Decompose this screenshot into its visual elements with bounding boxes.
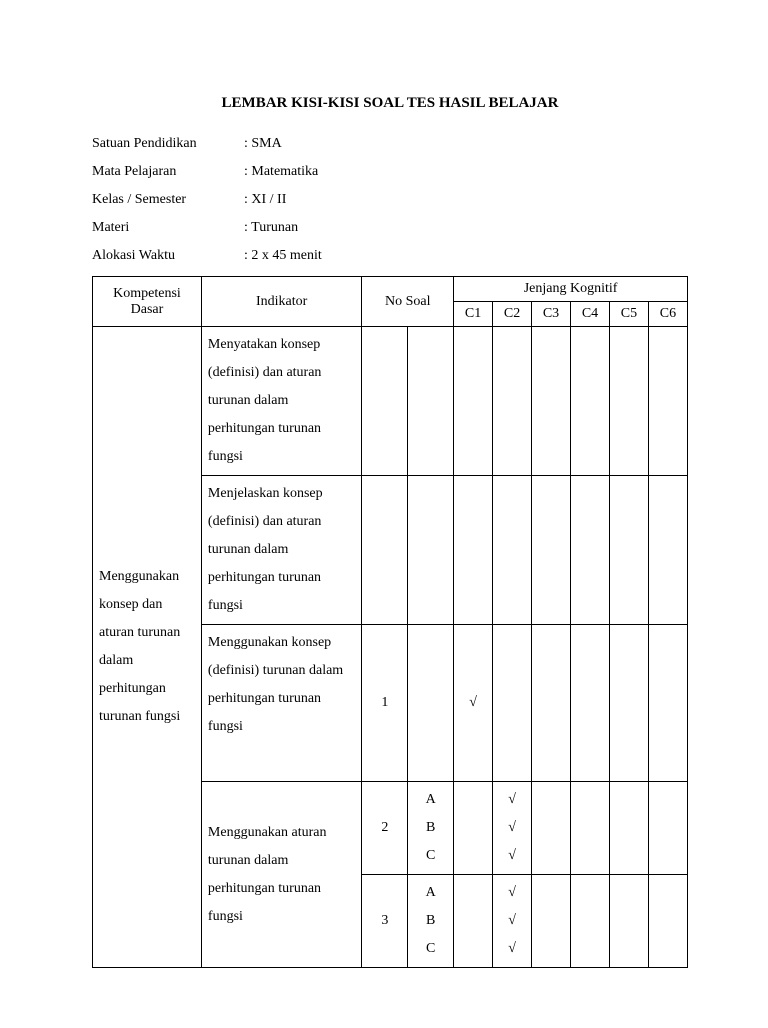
cell-no — [362, 476, 408, 625]
cell-c6 — [648, 327, 687, 476]
cell-c6 — [648, 875, 687, 968]
cell-no: 2 — [362, 782, 408, 875]
col-header-jenjang: Jenjang Kognitif — [454, 277, 688, 302]
col-header-c5: C5 — [609, 302, 648, 327]
cell-c5 — [609, 625, 648, 782]
meta-label: Materi — [92, 214, 244, 242]
cell-c6 — [648, 476, 687, 625]
cell-c1 — [454, 875, 493, 968]
meta-value: : SMA — [244, 130, 688, 158]
cell-c1 — [454, 476, 493, 625]
cell-c2 — [493, 327, 532, 476]
cell-c5 — [609, 327, 648, 476]
cell-sub — [408, 327, 454, 476]
cell-c3 — [532, 476, 571, 625]
col-header-kd: Kompetensi Dasar — [93, 277, 202, 327]
cell-sub: ABC — [408, 782, 454, 875]
cell-indikator: Menggunakan aturan turunan dalam perhitu… — [201, 782, 362, 968]
cell-c1 — [454, 327, 493, 476]
cell-indikator: Menggunakan konsep (definisi) turunan da… — [201, 625, 362, 782]
cell-no — [362, 327, 408, 476]
cell-c5 — [609, 875, 648, 968]
col-header-c4: C4 — [571, 302, 610, 327]
meta-row-kelas: Kelas / Semester : XI / II — [92, 186, 688, 214]
document-page: LEMBAR KISI-KISI SOAL TES HASIL BELAJAR … — [0, 0, 768, 1028]
cell-c3 — [532, 327, 571, 476]
cell-c6 — [648, 782, 687, 875]
cell-c2 — [493, 476, 532, 625]
meta-row-mapel: Mata Pelajaran : Matematika — [92, 158, 688, 186]
cell-no: 1 — [362, 625, 408, 782]
cell-c2: √√√ — [493, 875, 532, 968]
table-header-row: Kompetensi Dasar Indikator No Soal Jenja… — [93, 277, 688, 302]
cell-sub — [408, 625, 454, 782]
cell-indikator: Menyatakan konsep (definisi) dan aturan … — [201, 327, 362, 476]
col-header-c2: C2 — [493, 302, 532, 327]
page-title: LEMBAR KISI-KISI SOAL TES HASIL BELAJAR — [92, 95, 688, 112]
cell-kd: Menggunakan konsep dan aturan turunan da… — [93, 327, 202, 968]
col-header-indikator: Indikator — [201, 277, 362, 327]
cell-c4 — [571, 476, 610, 625]
meta-value: : Turunan — [244, 214, 688, 242]
cell-c4 — [571, 625, 610, 782]
cell-c4 — [571, 875, 610, 968]
col-header-c1: C1 — [454, 302, 493, 327]
cell-no: 3 — [362, 875, 408, 968]
meta-row-satuan: Satuan Pendidikan : SMA — [92, 130, 688, 158]
meta-label: Kelas / Semester — [92, 186, 244, 214]
cell-c4 — [571, 782, 610, 875]
cell-c2 — [493, 625, 532, 782]
cell-c3 — [532, 625, 571, 782]
cell-c2: √√√ — [493, 782, 532, 875]
meta-block: Satuan Pendidikan : SMA Mata Pelajaran :… — [92, 130, 688, 270]
cell-c6 — [648, 625, 687, 782]
meta-label: Mata Pelajaran — [92, 158, 244, 186]
meta-value: : XI / II — [244, 186, 688, 214]
meta-row-materi: Materi : Turunan — [92, 214, 688, 242]
meta-label: Alokasi Waktu — [92, 242, 244, 270]
col-header-c6: C6 — [648, 302, 687, 327]
table-row: Menggunakan konsep dan aturan turunan da… — [93, 327, 688, 476]
meta-value: : Matematika — [244, 158, 688, 186]
cell-c1: √ — [454, 625, 493, 782]
meta-row-alokasi: Alokasi Waktu : 2 x 45 menit — [92, 242, 688, 270]
cell-c1 — [454, 782, 493, 875]
meta-label: Satuan Pendidikan — [92, 130, 244, 158]
col-header-c3: C3 — [532, 302, 571, 327]
cell-c4 — [571, 327, 610, 476]
cell-c5 — [609, 782, 648, 875]
cell-indikator: Menjelaskan konsep (definisi) dan aturan… — [201, 476, 362, 625]
kisi-table: Kompetensi Dasar Indikator No Soal Jenja… — [92, 276, 688, 968]
meta-value: : 2 x 45 menit — [244, 242, 688, 270]
cell-c3 — [532, 875, 571, 968]
cell-sub: ABC — [408, 875, 454, 968]
cell-c5 — [609, 476, 648, 625]
cell-c3 — [532, 782, 571, 875]
col-header-nosoal: No Soal — [362, 277, 454, 327]
cell-sub — [408, 476, 454, 625]
